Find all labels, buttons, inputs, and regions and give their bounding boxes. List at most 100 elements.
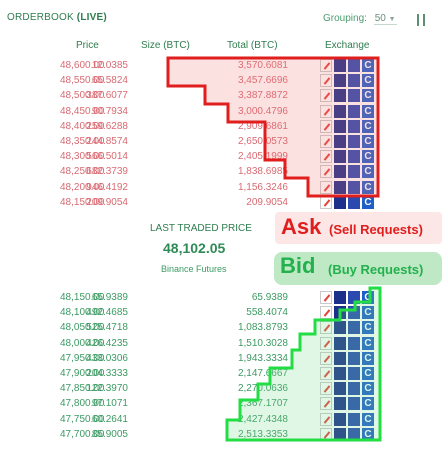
bid-size: 85.9005 (91, 428, 128, 440)
binance-icon (320, 336, 332, 350)
bid-order-row[interactable]: 48,050.00 525.4718 1,083.8793 C (0, 320, 445, 336)
binance-icon (320, 89, 332, 103)
coinbase-icon: C (362, 351, 374, 365)
orderbook-title-text: ORDERBOOK (7, 12, 74, 23)
coinbase-icon: C (362, 165, 374, 179)
bid-order-row[interactable]: 48,000.00 426.4235 1,510.3028 C (0, 336, 445, 352)
kraken-icon (334, 74, 346, 88)
kraken-icon (334, 59, 346, 72)
col-header-exchange: Exchange (325, 40, 370, 51)
ask-total: 2,650.0573 (237, 136, 288, 147)
bid-total: 558.4074 (246, 307, 288, 319)
coinbase-icon: C (362, 89, 374, 103)
last-traded-venue: Binance Futures (161, 264, 227, 274)
ask-price: 48,150.00 (60, 196, 105, 208)
bid-order-row[interactable]: 48,150.00 65.9389 65.9389 C (0, 290, 445, 306)
bitfinex-icon (348, 195, 360, 209)
exchange-icons: C (320, 89, 376, 103)
bitfinex-icon (348, 367, 360, 380)
binance-icon (320, 397, 332, 411)
kraken-icon (334, 397, 346, 411)
bid-price: 48,050.00 (60, 322, 105, 334)
bitfinex-icon (348, 336, 360, 350)
exchange-icons: C (320, 306, 376, 320)
ask-order-row[interactable]: 48,300.00 566.5014 2,405.1999 C (0, 149, 445, 165)
bid-order-row[interactable]: 48,100.00 492.4685 558.4074 C (0, 305, 445, 321)
grouping-control: Grouping: 50 ▼ (323, 13, 397, 25)
bid-order-row[interactable]: 47,700.00 85.9005 2,513.3353 C (0, 427, 445, 443)
ask-price: 48,300.00 (60, 151, 105, 163)
ask-order-row[interactable]: 48,450.00 90.7934 3,000.4796 C (0, 104, 445, 120)
ask-order-row[interactable]: 48,350.00 244.8574 2,650.0573 C (0, 134, 445, 150)
bid-total: 2,147.6667 (237, 368, 288, 379)
ask-order-row[interactable]: 48,600.00 12.0385 3,570.6081 C (0, 58, 445, 74)
bid-size: 122.3970 (86, 383, 128, 395)
binance-icon (320, 291, 332, 304)
coinbase-icon: C (362, 135, 374, 148)
exchange-icons: C (320, 351, 376, 365)
ask-price: 48,550.00 (60, 75, 105, 87)
kraken-icon (334, 367, 346, 380)
coinbase-icon: C (362, 321, 374, 335)
bid-total: 2,367.1707 (237, 398, 288, 410)
ask-order-row[interactable]: 48,500.00 387.6077 3,387.8872 C (0, 88, 445, 104)
ask-total: 209.9054 (246, 196, 288, 208)
ask-annotation: Ask (Sell Requests) (275, 212, 442, 244)
bitfinex-icon (348, 180, 360, 194)
bid-total: 65.9389 (251, 292, 288, 303)
bid-total: 1,943.3334 (237, 352, 288, 364)
binance-icon (320, 74, 332, 88)
pause-icon[interactable] (416, 14, 426, 26)
ask-total: 1,838.6985 (237, 166, 288, 178)
bid-order-row[interactable]: 47,950.00 433.0306 1,943.3334 C (0, 351, 445, 367)
bitfinex-icon (348, 397, 360, 411)
bid-size: 97.1071 (91, 398, 128, 410)
ask-annotation-subtitle: (Sell Requests) (329, 222, 423, 237)
bid-order-row[interactable]: 47,850.00 122.3970 2,270.0636 C (0, 381, 445, 397)
kraken-icon (334, 135, 346, 148)
binance-icon (320, 382, 332, 396)
ask-order-row[interactable]: 48,250.00 682.3739 1,838.6985 C (0, 164, 445, 180)
grouping-select[interactable]: 50 ▼ (373, 13, 397, 25)
ask-annotation-title: Ask (281, 214, 322, 239)
bid-total: 2,513.3353 (237, 428, 288, 440)
ask-price: 48,200.00 (60, 181, 105, 193)
kraken-icon (334, 427, 346, 441)
ask-order-row[interactable]: 48,400.00 259.6288 2,909.6861 C (0, 119, 445, 135)
ask-total: 3,000.4796 (237, 105, 288, 117)
exchange-icons: C (320, 367, 376, 380)
bid-total: 1,083.8793 (237, 322, 288, 334)
ask-order-row[interactable]: 48,150.00 209.9054 209.9054 C (0, 195, 445, 211)
ask-total: 1,156.3246 (237, 181, 288, 193)
exchange-icons: C (320, 74, 376, 88)
bid-price: 48,100.00 (60, 307, 105, 319)
binance-icon (320, 195, 332, 209)
bid-order-row[interactable]: 47,900.00 204.3333 2,147.6667 C (0, 366, 445, 382)
bid-price: 47,700.00 (60, 428, 105, 440)
bitfinex-icon (348, 104, 360, 118)
live-badge: (LIVE) (76, 12, 107, 23)
coinbase-icon: C (362, 119, 374, 133)
ask-size: 259.6288 (86, 120, 128, 132)
ask-total: 3,387.8872 (237, 90, 288, 102)
bitfinex-icon (348, 135, 360, 148)
bid-order-row[interactable]: 47,750.00 60.2641 2,427.4348 C (0, 412, 445, 428)
last-traded-label: LAST TRADED PRICE (150, 223, 252, 234)
coinbase-icon: C (362, 59, 374, 72)
bid-size: 60.2641 (91, 413, 128, 425)
coinbase-icon: C (362, 74, 374, 88)
coinbase-icon: C (362, 427, 374, 441)
ask-total: 3,570.6081 (237, 60, 288, 71)
binance-icon (320, 412, 332, 426)
ask-order-row[interactable]: 48,200.00 946.4192 1,156.3246 C (0, 180, 445, 196)
ask-price: 48,400.00 (60, 120, 105, 132)
exchange-icons: C (320, 165, 376, 179)
exchange-icons: C (320, 135, 376, 148)
kraken-icon (334, 291, 346, 304)
bid-price: 47,850.00 (60, 383, 105, 395)
ask-total: 2,405.1999 (237, 151, 288, 163)
binance-icon (320, 135, 332, 148)
ask-order-row[interactable]: 48,550.00 65.5824 3,457.6696 C (0, 73, 445, 89)
bid-order-row[interactable]: 47,800.00 97.1071 2,367.1707 C (0, 396, 445, 412)
kraken-icon (334, 150, 346, 164)
